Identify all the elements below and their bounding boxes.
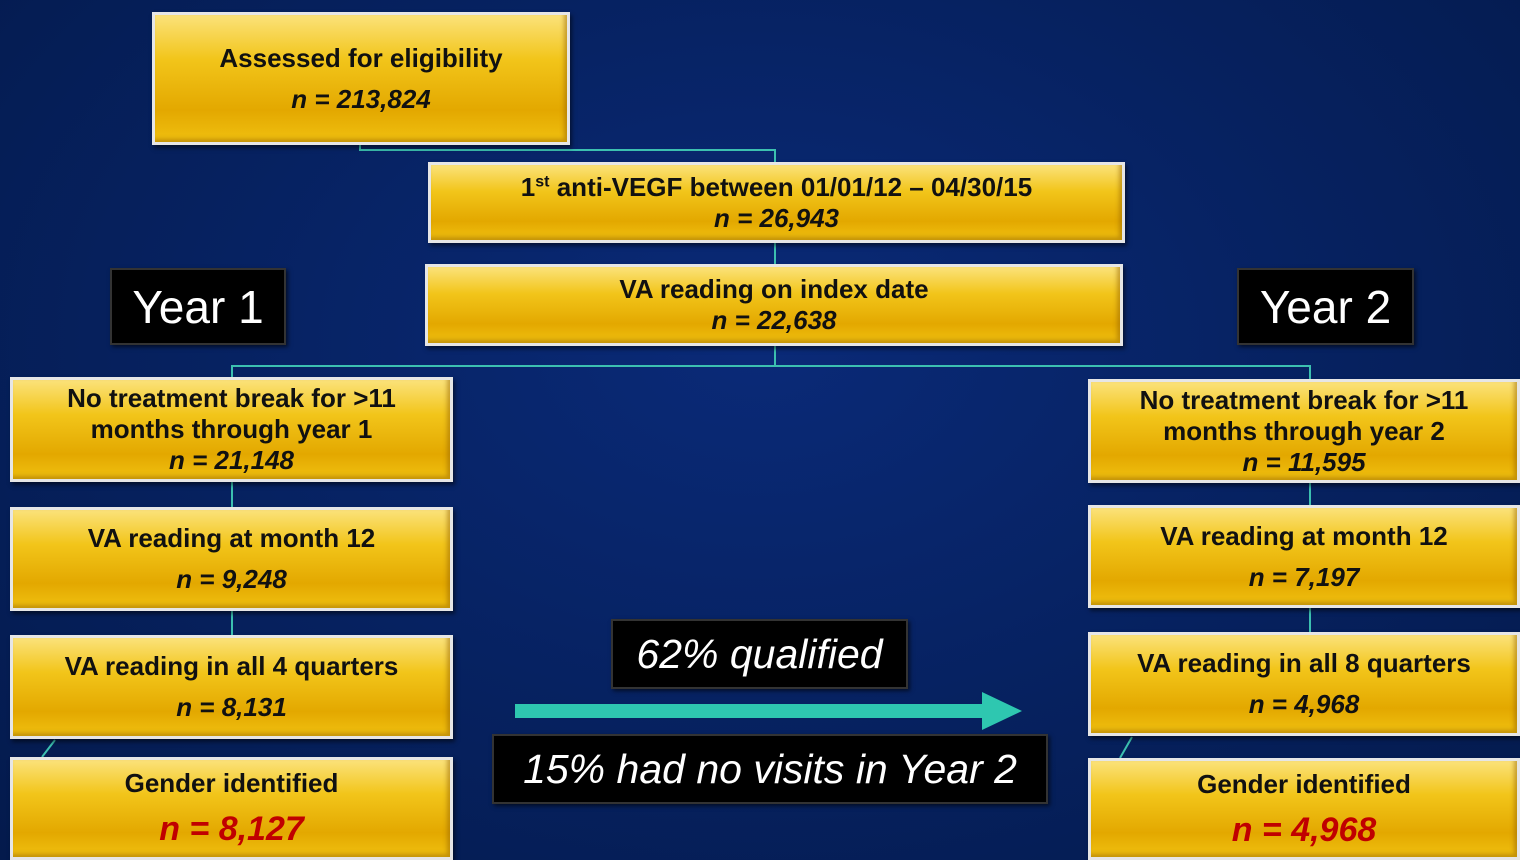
node: VA reading on index date n = 22,638 [425, 264, 1123, 346]
connector [231, 365, 1311, 379]
connector [41, 739, 56, 758]
node-label: 1 [520, 171, 536, 202]
node: VA reading in all 8 quarters n = 4,968 [1088, 632, 1520, 736]
node: Assessed for eligibility n = 213,824 [152, 12, 570, 145]
node-count: n = 8,127 [159, 810, 304, 848]
node-label: VA reading in all 4 quarters [64, 651, 399, 681]
node-label: VA reading at month 12 [1160, 520, 1448, 551]
node-count: n = 7,197 [1248, 561, 1360, 592]
node: 1st anti-VEGF between 01/01/12 – 04/30/1… [428, 162, 1125, 243]
node-label: No treatment break for >11 [1139, 384, 1469, 415]
node: Gender identified n = 4,968 [1088, 758, 1520, 860]
callout: 15% had no visits in Year 2 [492, 734, 1048, 804]
node-label: Gender identified [1197, 768, 1411, 799]
node: VA reading at month 12 n = 7,197 [1088, 505, 1520, 608]
node-count: n = 26,943 [713, 202, 840, 233]
node-label: anti-VEGF between 01/01/12 – 04/30/15 [549, 171, 1033, 202]
node-count: n = 4,968 [1248, 689, 1360, 719]
callout: 62% qualified [611, 619, 908, 689]
year-label: Year 1 [110, 268, 286, 345]
node-label: Gender identified [124, 768, 339, 798]
node-label: No treatment break for >11 [67, 383, 396, 413]
node: VA reading in all 4 quarters n = 8,131 [10, 635, 453, 739]
node-count: n = 21,148 [168, 445, 295, 475]
node-label: months through year 2 [1163, 415, 1445, 446]
node-label: months through year 1 [90, 414, 373, 444]
node: No treatment break for >11 months through… [1088, 379, 1520, 483]
node-count: n = 213,824 [291, 83, 431, 114]
node-label: VA reading on index date [619, 274, 929, 304]
node-count: n = 9,248 [176, 564, 287, 594]
connector [1119, 736, 1133, 759]
node-label: Assessed for eligibility [219, 42, 503, 73]
node: Gender identified n = 8,127 [10, 757, 453, 860]
year-label: Year 2 [1237, 268, 1414, 345]
node-count: n = 22,638 [711, 305, 837, 335]
node: No treatment break for >11 months through… [10, 377, 453, 482]
node-label: VA reading at month 12 [87, 523, 376, 553]
node-label: st [535, 172, 550, 190]
connector-lines [41, 145, 1311, 759]
node: VA reading at month 12 n = 9,248 [10, 507, 453, 611]
arrow [515, 692, 1022, 730]
node-count: n = 11,595 [1242, 446, 1366, 477]
node-label: VA reading in all 8 quarters [1137, 648, 1471, 678]
node-label: 1st anti-VEGF between 01/01/12 – 04/30/1… [521, 172, 1032, 203]
node-count: n = 8,131 [176, 692, 287, 722]
node-count: n = 4,968 [1231, 810, 1377, 849]
connector [359, 145, 776, 162]
